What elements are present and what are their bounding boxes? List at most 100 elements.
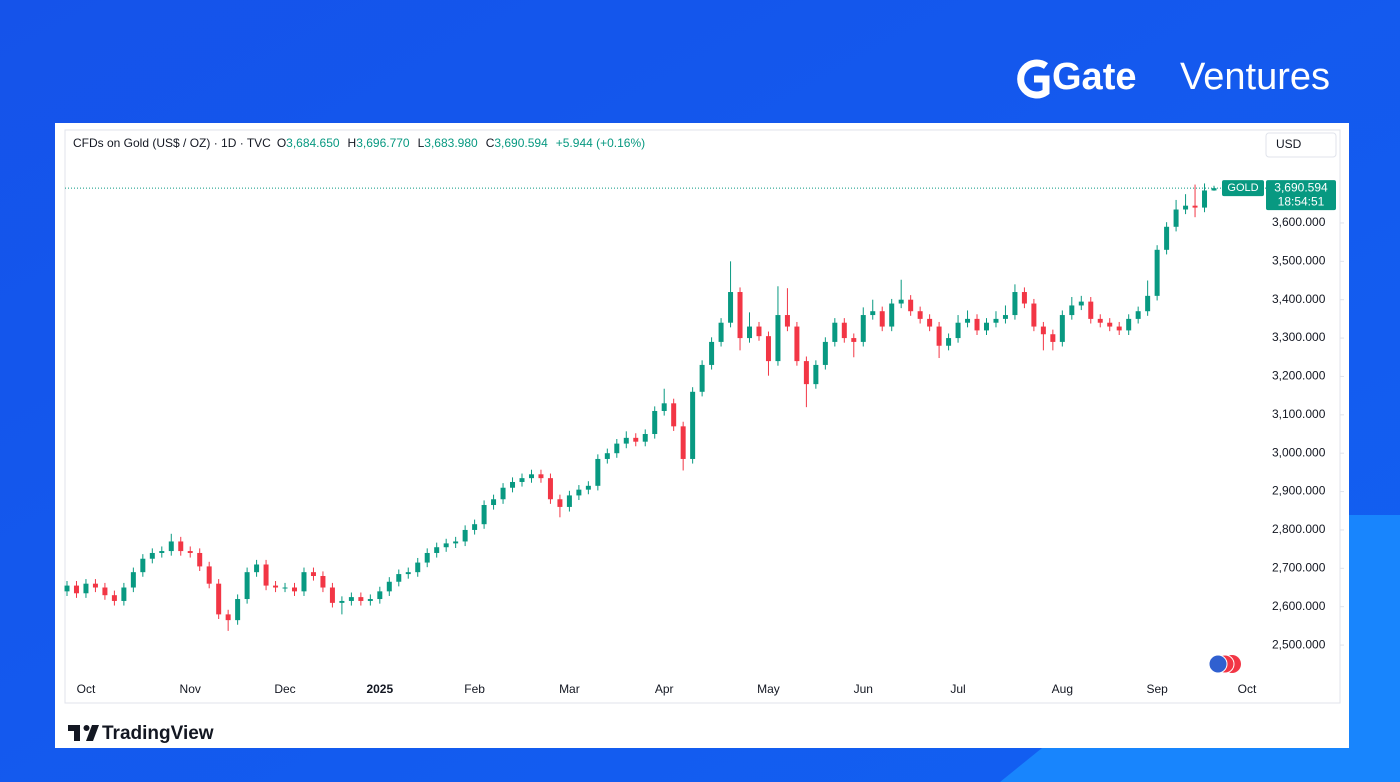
candle-body bbox=[1192, 205, 1198, 208]
candle-body bbox=[130, 572, 136, 588]
chart-header: CFDs on Gold (US$ / OZ) · 1D · TVC O3,684… bbox=[73, 136, 645, 150]
y-tick-label: 3,600.000 bbox=[1272, 215, 1326, 229]
events-icon[interactable] bbox=[1208, 654, 1241, 674]
x-tick-label: Oct bbox=[1238, 682, 1257, 696]
candle-body bbox=[604, 453, 610, 459]
candle-body bbox=[1012, 292, 1018, 316]
candle-body bbox=[102, 587, 108, 596]
candle-body bbox=[671, 403, 677, 427]
candle-body bbox=[149, 552, 155, 559]
candle-body bbox=[1183, 205, 1189, 210]
candle-body bbox=[405, 572, 411, 575]
candle-body bbox=[756, 326, 762, 337]
candle-body bbox=[64, 585, 70, 592]
candle-body bbox=[879, 311, 885, 327]
currency-button-label[interactable]: USD bbox=[1276, 137, 1302, 151]
candle-body bbox=[178, 541, 184, 552]
candle-body bbox=[747, 326, 753, 339]
candle-body bbox=[822, 341, 828, 365]
candle-body bbox=[254, 564, 260, 573]
ohlc-value: 3,696.770 bbox=[356, 136, 410, 150]
x-tick-label: May bbox=[757, 682, 780, 696]
candle-body bbox=[898, 299, 904, 304]
candle-body bbox=[765, 336, 771, 362]
candle-body bbox=[386, 581, 392, 592]
candle-body bbox=[310, 572, 316, 577]
candle-body bbox=[339, 600, 345, 603]
candle-body bbox=[595, 458, 601, 486]
brand-icon bbox=[1017, 59, 1050, 99]
candle-body bbox=[1078, 301, 1084, 306]
x-tick-label: Feb bbox=[464, 682, 485, 696]
candle-body bbox=[832, 322, 838, 342]
chart-panel bbox=[55, 123, 1349, 748]
candle-body bbox=[955, 322, 961, 339]
brand-logo: Gate Ventures bbox=[1017, 56, 1330, 99]
x-tick-label: Sep bbox=[1146, 682, 1168, 696]
candle-body bbox=[1021, 292, 1027, 304]
countdown: 18:54:51 bbox=[1278, 194, 1325, 208]
candle-body bbox=[396, 574, 402, 582]
x-tick-label: Oct bbox=[77, 682, 96, 696]
candle-body bbox=[206, 566, 212, 584]
y-tick-label: 3,200.000 bbox=[1272, 369, 1326, 383]
y-tick-label: 2,900.000 bbox=[1272, 484, 1326, 498]
candle-body bbox=[709, 341, 715, 365]
tv-icon-dot bbox=[83, 725, 90, 731]
candle-body bbox=[235, 599, 241, 621]
candle-body bbox=[1097, 318, 1103, 323]
candle-body bbox=[794, 326, 800, 362]
candle-body bbox=[329, 587, 335, 603]
y-tick-label: 3,000.000 bbox=[1272, 445, 1326, 459]
candle-body bbox=[623, 437, 629, 444]
candle-body bbox=[1050, 334, 1056, 342]
candle-body bbox=[1126, 318, 1132, 331]
ohlc-value: 3,683.980 bbox=[424, 136, 478, 150]
candle-body bbox=[728, 292, 734, 323]
candle-body bbox=[983, 322, 989, 331]
event-dot[interactable] bbox=[1208, 654, 1228, 674]
candle-body bbox=[699, 364, 705, 392]
candle-body bbox=[547, 478, 553, 500]
y-tick-label: 3,300.000 bbox=[1272, 330, 1326, 344]
candle-body bbox=[453, 541, 459, 544]
candle-body bbox=[614, 443, 620, 454]
x-tick-label: Jul bbox=[950, 682, 965, 696]
candle-body bbox=[690, 391, 696, 459]
candle-body bbox=[851, 338, 857, 342]
x-tick-label: Nov bbox=[180, 682, 201, 696]
ohlc-value: 3,690.594 bbox=[494, 136, 548, 150]
x-tick-label: Jun bbox=[854, 682, 873, 696]
change: +5.944 (+0.16%) bbox=[556, 136, 645, 150]
y-tick-label: 2,600.000 bbox=[1272, 599, 1326, 613]
candle-body bbox=[870, 311, 876, 316]
candle-body bbox=[1069, 305, 1075, 316]
candle-body bbox=[566, 495, 572, 507]
last-price-tag-bg bbox=[1222, 180, 1264, 197]
candle-body bbox=[1059, 315, 1065, 342]
candle-body bbox=[111, 595, 117, 601]
candle-body bbox=[889, 303, 895, 327]
candle-body bbox=[1002, 315, 1008, 319]
candle-body bbox=[917, 311, 923, 319]
candle-body bbox=[187, 551, 193, 553]
candle-body bbox=[661, 403, 667, 411]
candle-body bbox=[500, 487, 506, 500]
x-tick-label: Apr bbox=[655, 682, 674, 696]
candle-body bbox=[1135, 311, 1141, 319]
candle-body bbox=[377, 591, 383, 600]
candle-body bbox=[784, 315, 790, 327]
y-tick-label: 3,400.000 bbox=[1272, 292, 1326, 306]
candle-body bbox=[718, 322, 724, 342]
last-price-box bbox=[1266, 180, 1336, 211]
candle-body bbox=[1031, 303, 1037, 327]
candle-body bbox=[557, 499, 563, 507]
currency-button[interactable] bbox=[1265, 132, 1337, 158]
x-tick-label: 2025 bbox=[366, 682, 393, 696]
candle-body bbox=[965, 318, 971, 323]
candle-body bbox=[140, 558, 146, 573]
candle-body bbox=[1107, 322, 1113, 327]
candle-body bbox=[775, 315, 781, 362]
candle-body bbox=[528, 474, 534, 479]
